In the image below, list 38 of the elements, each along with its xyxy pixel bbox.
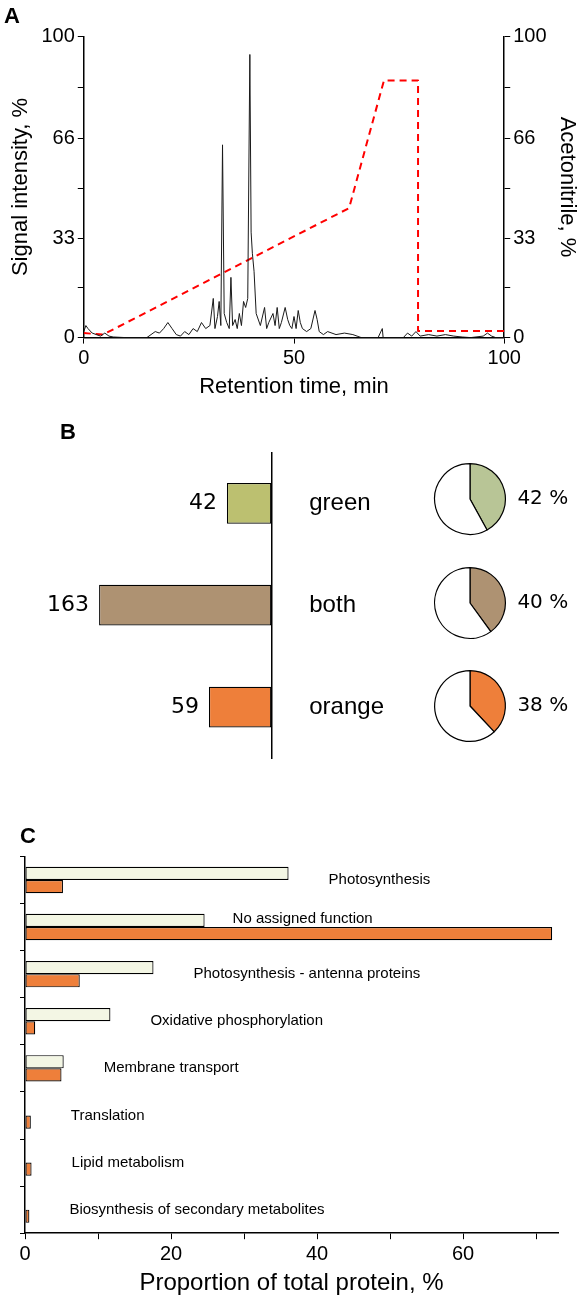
y2-axis-title: Acetonitrile, % [555,116,581,258]
y-tick-label: 33 [52,225,75,248]
y-tick-label: Biosynthesis of secondary metabolites [69,1199,325,1217]
data-label: 59 [170,692,199,718]
y-tick-label: both [309,589,356,617]
y2-tick-label: 100 [513,23,547,46]
chart-title: A [4,3,20,29]
y-tick-label: 66 [52,126,75,149]
y-tick-label: Membrane transport [103,1058,240,1076]
data-label: 40 % [517,589,569,614]
data-label: 38 % [517,692,569,717]
y-axis-title: Signal intensity, % [7,97,33,277]
x-tick-label: 60 [451,1241,475,1264]
data-label: 42 % [517,485,569,510]
x-axis-title: Proportion of total protein, % [139,1268,444,1296]
data-label: 163 [47,590,90,616]
x-tick-label: 40 [305,1241,329,1264]
x-axis-title: Retention time, min [199,372,389,398]
y2-tick-label: 66 [513,126,536,149]
y-tick-label: 0 [63,325,75,348]
x-tick-label: 20 [159,1241,183,1264]
y2-tick-label: 0 [513,325,525,348]
y-tick-label: Translation [70,1105,145,1123]
y-tick-label: 100 [41,23,75,46]
x-tick-label: 50 [282,346,306,369]
y-tick-label: orange [309,691,384,719]
y-tick-label: Oxidative phosphorylation [150,1011,324,1029]
y-tick-label: Photosynthesis - antenna proteins [193,964,421,982]
chart-title: B [60,419,76,445]
y-tick-label: Lipid metabolism [71,1152,185,1170]
chart-title: C [20,823,36,849]
y-tick-label: green [309,487,371,515]
x-tick-label: 0 [19,1241,31,1264]
y-tick-label: Photosynthesis [328,870,431,888]
x-tick-label: 100 [487,346,521,369]
y2-tick-label: 33 [513,225,536,248]
y-tick-label: No assigned function [232,908,373,926]
data-label: 42 [188,489,217,515]
